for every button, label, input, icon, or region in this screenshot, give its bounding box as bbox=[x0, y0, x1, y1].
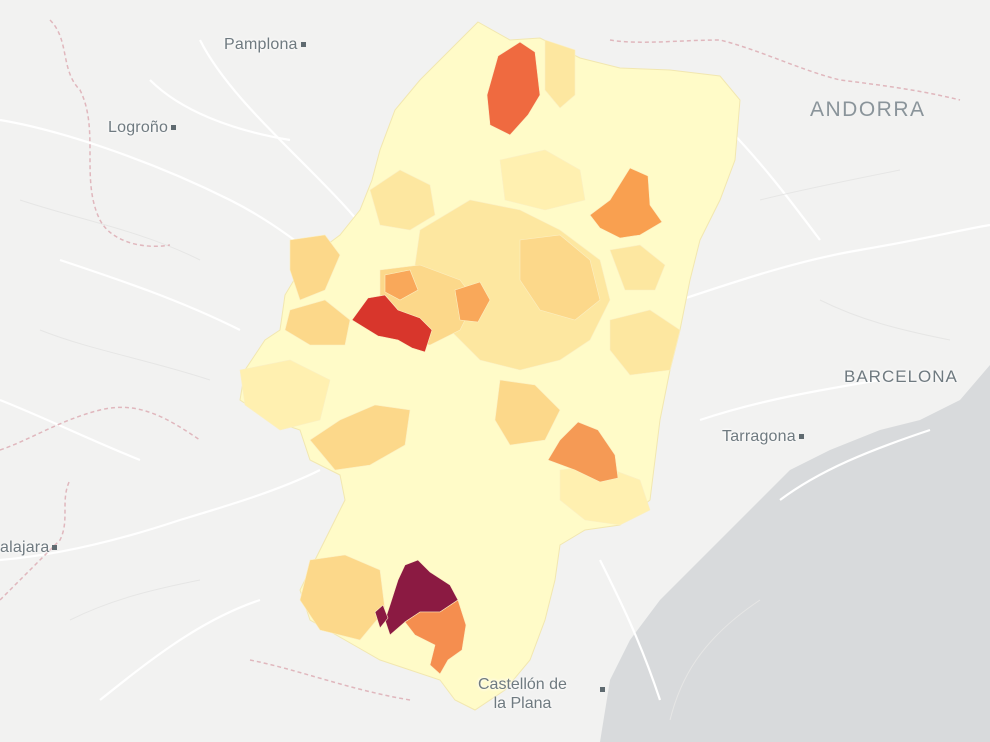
zone-east-mid bbox=[609, 309, 681, 376]
zone-central-mid bbox=[519, 234, 601, 321]
zone-west-north bbox=[289, 234, 341, 301]
zone-ne-orange bbox=[589, 167, 663, 239]
label-pamplona-text: Pamplona bbox=[224, 36, 298, 53]
city-marker-castellon bbox=[600, 687, 605, 692]
zone-north-light bbox=[544, 39, 576, 109]
city-marker bbox=[52, 545, 58, 551]
label-guadalajara-text: alajara bbox=[0, 539, 50, 556]
city-marker bbox=[798, 434, 804, 440]
minor-roads bbox=[19, 169, 951, 721]
label-castellon-line2: la Plana bbox=[493, 695, 552, 712]
label-tarragona-text: Tarragona bbox=[722, 428, 796, 445]
zone-se-orange bbox=[547, 421, 619, 483]
label-logrono: Logroño bbox=[108, 119, 179, 137]
zone-south-orange bbox=[404, 599, 467, 675]
zone-sw-mid bbox=[309, 404, 411, 471]
city-marker bbox=[171, 125, 177, 131]
zone-zaragoza-red bbox=[351, 294, 433, 353]
zone-west-far bbox=[239, 359, 331, 431]
zone-zgz-orange2 bbox=[384, 269, 419, 301]
zone-ne-light bbox=[609, 244, 666, 291]
label-guadalajara: alajara bbox=[0, 539, 60, 557]
zone-south-west bbox=[299, 554, 386, 641]
label-castellon-line1: Castellón de bbox=[478, 676, 567, 693]
zone-zgz-orange bbox=[454, 281, 491, 323]
zone-center-south bbox=[494, 379, 561, 446]
label-logrono-text: Logroño bbox=[108, 119, 169, 136]
borders bbox=[0, 19, 961, 701]
zone-north-center bbox=[499, 149, 586, 211]
zone-north-orange bbox=[486, 41, 541, 136]
zone-south-dark-small bbox=[374, 604, 389, 629]
choropleth-layer bbox=[239, 39, 681, 675]
zone-west-mid bbox=[284, 299, 351, 346]
sea bbox=[600, 365, 990, 742]
label-castellon: Castellón de la Plana bbox=[478, 675, 567, 713]
label-tarragona: Tarragona bbox=[722, 428, 807, 446]
label-pamplona: Pamplona bbox=[224, 36, 309, 54]
label-barcelona: BARCELONA bbox=[844, 367, 958, 387]
label-andorra: ANDORRA bbox=[810, 98, 926, 121]
label-barcelona-text: BARCELONA bbox=[844, 367, 958, 386]
city-marker bbox=[300, 42, 306, 48]
zone-north-mid-left bbox=[369, 169, 436, 231]
